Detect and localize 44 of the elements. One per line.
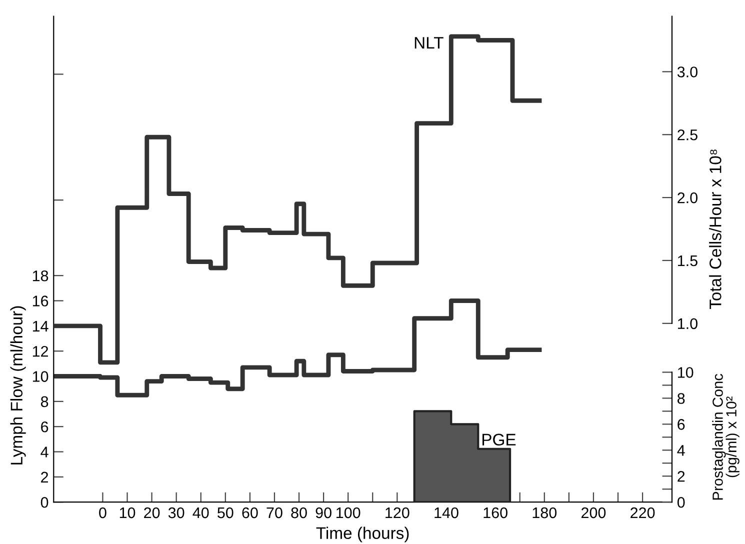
x-tick-label: 10 (120, 507, 136, 518)
x-tick-label: 70 (266, 507, 282, 518)
x-tick-label: 60 (242, 507, 258, 518)
y3-tick-label: 2 (678, 471, 685, 482)
y-tick-label: 10 (32, 371, 48, 382)
series-label: NLT (414, 37, 444, 49)
y3-tick-label: 0 (677, 496, 685, 508)
y2-tick-label: 2.0 (678, 192, 698, 204)
y-tick-label: 18 (32, 270, 48, 282)
x-tick-label: 100 (336, 507, 360, 518)
y-tick-label: 4 (40, 446, 48, 458)
y-tick-label: 2 (41, 472, 48, 482)
y3-tick-label: 8 (678, 393, 685, 404)
x-tick-label: 80 (291, 507, 307, 518)
y-tick-label: 6 (41, 421, 48, 432)
y2-tick-label: 1.0 (678, 318, 698, 330)
x-tick-label: 20 (144, 507, 160, 518)
x-axis-title: Time (hours) (316, 526, 409, 542)
y-tick-label: 14 (32, 320, 48, 332)
x-tick-label: 220 (630, 507, 655, 518)
y2-tick-label: 2.5 (678, 129, 698, 140)
y3-tick-label: 10 (678, 367, 694, 378)
y-axis-title: Lymph Flow (ml/hour) (10, 306, 26, 464)
x-tick-label: 30 (168, 507, 184, 518)
y2-axis-title: Total Cells/Hour x 10⁸ (709, 150, 722, 310)
x-tick-label: 200 (581, 507, 606, 518)
x-tick-label: 50 (218, 507, 234, 518)
x-tick-label: 40 (192, 507, 209, 518)
y-tick-label: 12 (32, 346, 48, 357)
y3-tick-label: 6 (678, 419, 685, 430)
x-tick-label: 0 (99, 507, 106, 518)
y-tick-label: 0 (40, 496, 48, 508)
y3-tick-label: 4 (677, 445, 685, 456)
y2-tick-label: 3.0 (677, 66, 698, 78)
x-tick-label: 90 (316, 507, 332, 518)
y-tick-label: 8 (40, 396, 48, 408)
x-tick-label: 120 (386, 507, 410, 518)
x-tick-label: 160 (484, 507, 508, 518)
x-tick-label: 140 (434, 507, 458, 518)
series-label: PGE (482, 434, 516, 446)
y-tick-label: 16 (32, 296, 48, 306)
x-tick-label: 180 (532, 507, 557, 518)
y2-tick-label: 1.5 (678, 256, 698, 266)
y3-axis-title: Prostaglandin Conc (pg/ml) x 10² (712, 374, 740, 500)
